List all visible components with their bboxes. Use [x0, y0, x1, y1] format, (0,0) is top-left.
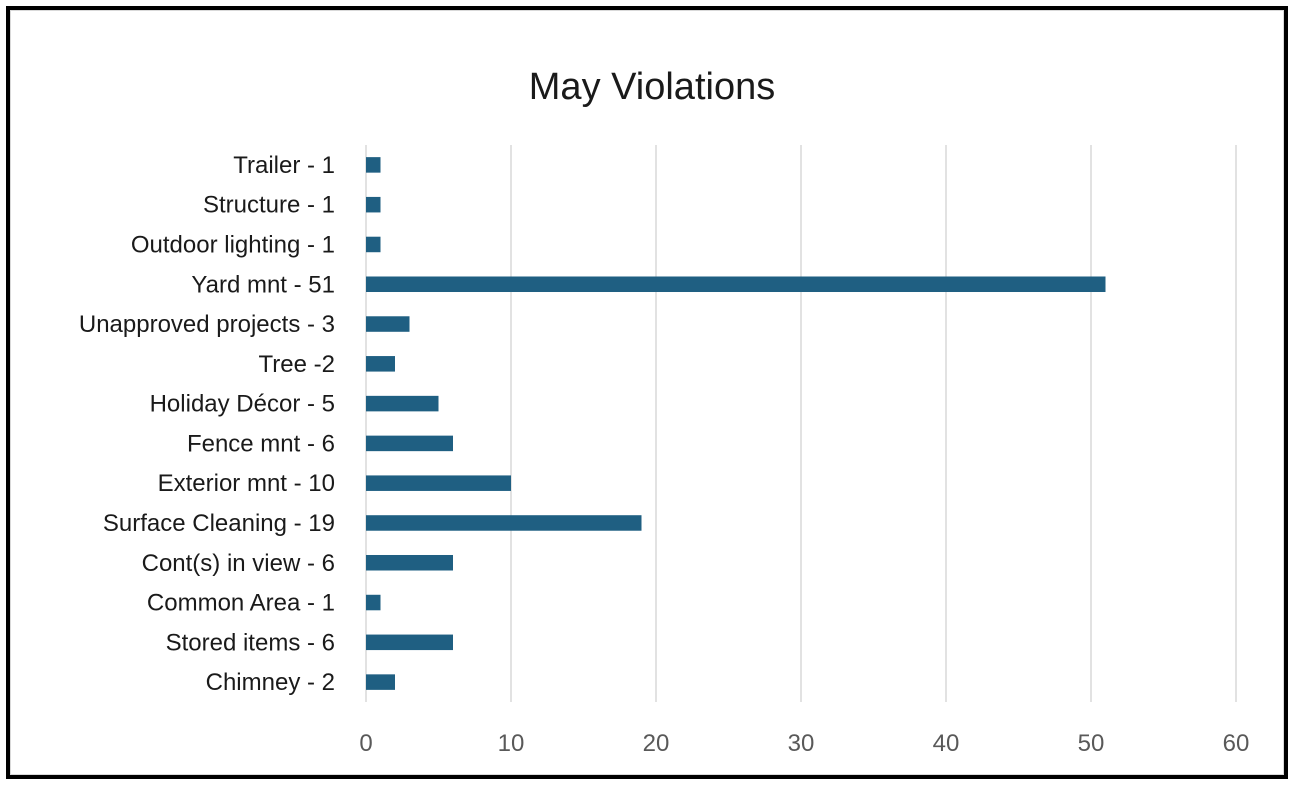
bar-series — [366, 157, 1106, 690]
x-tick-label: 20 — [643, 730, 670, 757]
x-tick-label: 40 — [933, 730, 960, 757]
x-tick-labels: 0 10 20 30 40 50 60 — [359, 730, 1249, 757]
chart-frame — [6, 6, 1288, 779]
bar-0 — [366, 157, 381, 173]
chart-area-border — [10, 10, 1284, 775]
x-tick-label: 30 — [788, 730, 815, 757]
x-tick-label: 50 — [1078, 730, 1105, 757]
bar-3 — [366, 276, 1106, 293]
category-labels: Trailer - 1 Structure - 1 Outdoor lighting… — [79, 152, 335, 696]
grid-lines — [365, 145, 1237, 702]
category-label: Yard mnt - 51 — [191, 271, 335, 298]
bar-7 — [366, 435, 453, 452]
category-label: Fence mnt - 6 — [187, 430, 335, 457]
category-label: Unapproved projects - 3 — [79, 311, 335, 338]
bar-2 — [366, 236, 381, 253]
x-tick-label: 10 — [498, 730, 525, 757]
category-label: Trailer - 1 — [233, 152, 335, 179]
category-label: Surface Cleaning - 19 — [103, 510, 335, 537]
bar-1 — [366, 196, 381, 213]
category-label: Holiday Décor - 5 — [150, 391, 335, 418]
bar-12 — [366, 634, 453, 651]
bar-5 — [366, 356, 395, 372]
bar-11 — [366, 594, 381, 611]
bar-4 — [366, 316, 410, 332]
bar-6 — [366, 395, 439, 412]
category-label: Outdoor lighting - 1 — [131, 231, 335, 258]
category-label: Tree -2 — [259, 351, 335, 378]
x-tick-label: 0 — [359, 730, 372, 757]
category-label: Chimney - 2 — [206, 669, 335, 696]
bar-8 — [366, 475, 511, 491]
chart-title: May Violations — [529, 66, 775, 108]
category-label: Stored items - 6 — [166, 629, 335, 656]
bar-9 — [366, 515, 642, 531]
category-label: Cont(s) in view - 6 — [142, 550, 335, 577]
category-label: Exterior mnt - 10 — [158, 470, 335, 497]
x-tick-label: 60 — [1223, 730, 1250, 757]
bar-13 — [366, 674, 395, 690]
category-label: Common Area - 1 — [147, 590, 335, 617]
bar-10 — [366, 554, 453, 571]
category-label: Structure - 1 — [203, 192, 335, 219]
